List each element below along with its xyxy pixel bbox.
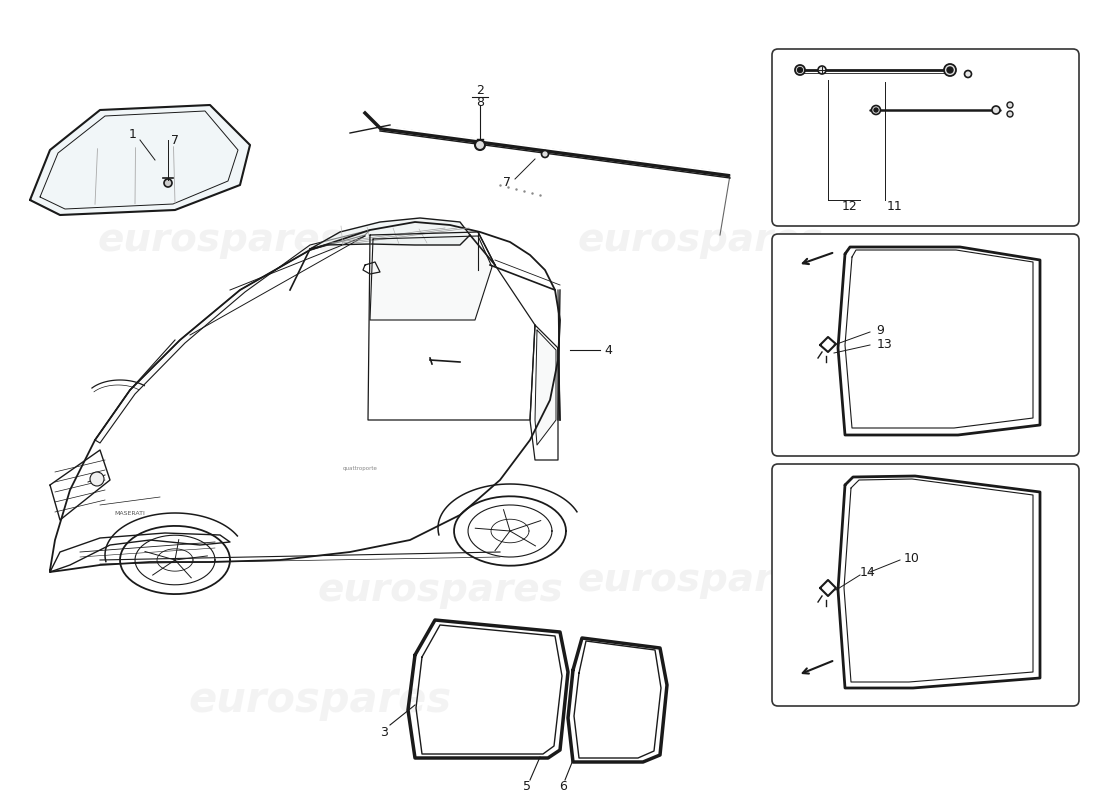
Circle shape [541, 150, 549, 158]
Circle shape [818, 66, 826, 74]
Polygon shape [370, 236, 492, 320]
Circle shape [1006, 102, 1013, 108]
Circle shape [874, 108, 878, 112]
Text: 13: 13 [877, 338, 893, 351]
Text: 14: 14 [860, 566, 876, 578]
Polygon shape [95, 230, 370, 443]
Circle shape [871, 106, 880, 114]
Text: 7: 7 [170, 134, 179, 146]
Text: 6: 6 [559, 779, 566, 793]
Text: 3: 3 [381, 726, 388, 738]
Circle shape [795, 65, 805, 75]
Circle shape [164, 179, 172, 187]
FancyBboxPatch shape [772, 464, 1079, 706]
Text: eurospares: eurospares [578, 561, 823, 599]
Text: 10: 10 [904, 551, 920, 565]
Text: 8: 8 [476, 97, 484, 110]
Text: eurospares: eurospares [578, 221, 823, 259]
Text: 7: 7 [503, 175, 512, 189]
Text: 12: 12 [843, 199, 858, 213]
FancyBboxPatch shape [772, 49, 1079, 226]
Text: 4: 4 [604, 343, 612, 357]
Text: MASERATI: MASERATI [114, 511, 145, 516]
Circle shape [798, 67, 803, 73]
Text: eurospares: eurospares [97, 221, 343, 259]
Circle shape [475, 140, 485, 150]
Polygon shape [535, 330, 556, 445]
Circle shape [947, 67, 953, 73]
Text: 9: 9 [876, 323, 884, 337]
Polygon shape [30, 105, 250, 215]
Text: 11: 11 [887, 199, 903, 213]
Circle shape [992, 106, 1000, 114]
Text: 2: 2 [476, 83, 484, 97]
Polygon shape [310, 218, 470, 249]
Circle shape [1006, 111, 1013, 117]
Text: 1: 1 [129, 127, 136, 141]
Circle shape [944, 64, 956, 76]
Text: eurospares: eurospares [188, 679, 452, 721]
FancyBboxPatch shape [772, 234, 1079, 456]
Text: quattroporte: quattroporte [342, 466, 377, 471]
Circle shape [965, 70, 971, 78]
Circle shape [90, 472, 104, 486]
Text: eurospares: eurospares [317, 571, 563, 609]
Text: 5: 5 [522, 779, 531, 793]
